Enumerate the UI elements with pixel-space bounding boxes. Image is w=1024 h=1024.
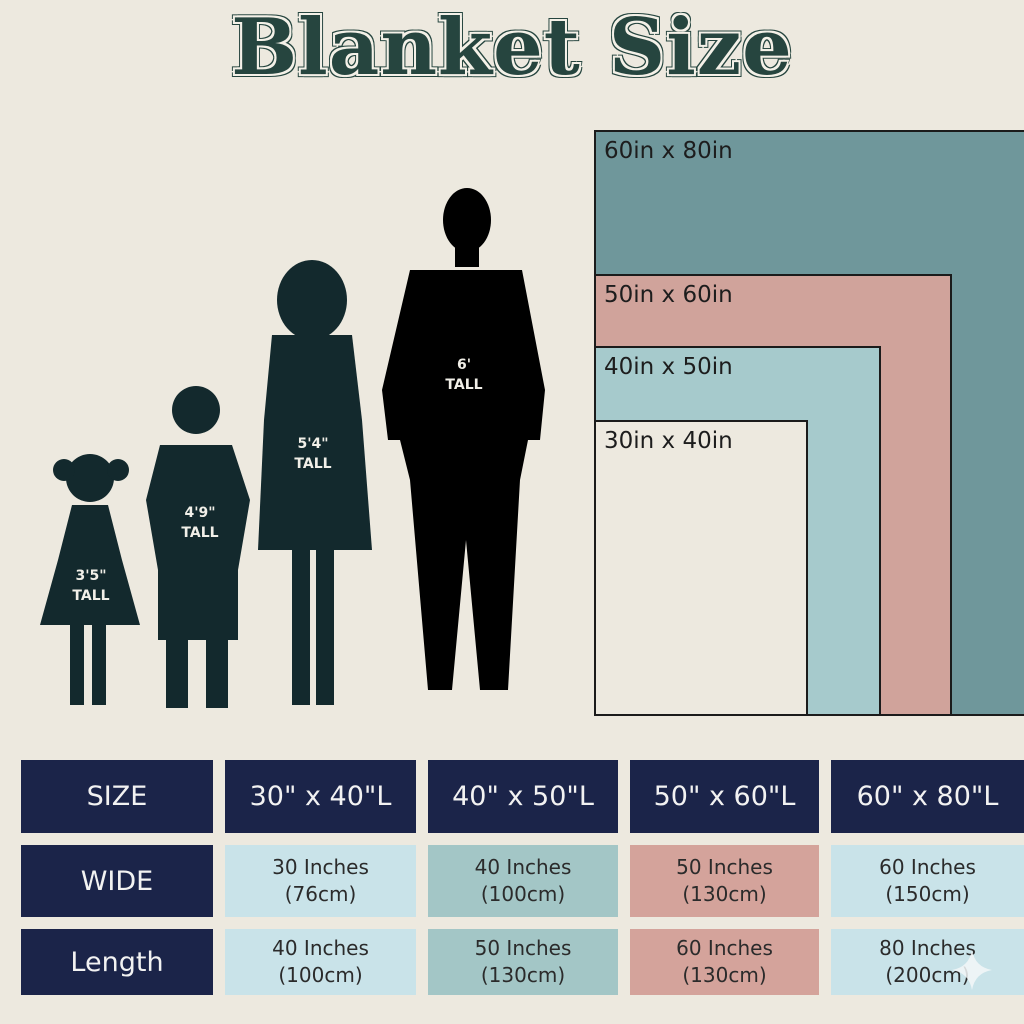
wide-cell: 30 Inches (76cm) xyxy=(225,845,416,917)
boy-silhouette xyxy=(146,386,250,708)
height-silhouettes xyxy=(40,188,545,708)
size-header: 50" x 60"L xyxy=(630,760,819,833)
woman-height-label: 5'4" TALL xyxy=(294,436,332,472)
wide-cell: 40 Inches (100cm) xyxy=(428,845,618,917)
page-title: Blanket Size xyxy=(231,2,793,93)
man-height-label: 6' TALL xyxy=(445,357,483,393)
wide-cell: 50 Inches (130cm) xyxy=(630,845,819,917)
woman-silhouette xyxy=(258,260,372,705)
size-header: 30" x 40"L xyxy=(225,760,416,833)
blanket-label: 60in x 80in xyxy=(604,138,733,164)
girl-height-label: 3'5" TALL xyxy=(72,568,110,604)
length-cell: 80 Inches (200cm) xyxy=(831,929,1024,995)
size-header: 40" x 50"L xyxy=(428,760,618,833)
size-header: 60" x 80"L xyxy=(831,760,1024,833)
wide-cell: 60 Inches (150cm) xyxy=(831,845,1024,917)
girl-silhouette xyxy=(40,454,140,705)
row-header-length: Length xyxy=(21,929,213,995)
length-cell: 50 Inches (130cm) xyxy=(428,929,618,995)
blanket-label: 30in x 40in xyxy=(604,428,733,454)
boy-height-label: 4'9" TALL xyxy=(181,505,219,541)
blanket-label: 40in x 50in xyxy=(604,354,733,380)
row-header-size: SIZE xyxy=(21,760,213,833)
man-silhouette xyxy=(382,188,545,690)
row-header-wide: WIDE xyxy=(21,845,213,917)
length-cell: 60 Inches (130cm) xyxy=(630,929,819,995)
length-cell: 40 Inches (100cm) xyxy=(225,929,416,995)
sparkle-icon xyxy=(952,950,992,990)
blanket-30x40: 30in x 40in xyxy=(594,420,808,716)
blanket-label: 50in x 60in xyxy=(604,282,733,308)
